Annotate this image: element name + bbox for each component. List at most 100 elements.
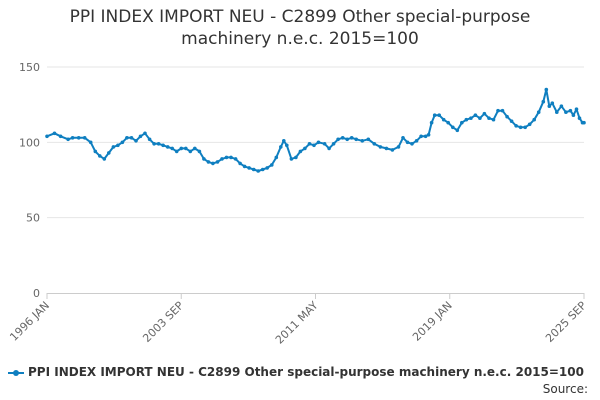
data-point[interactable] bbox=[559, 104, 564, 108]
data-point[interactable] bbox=[547, 104, 552, 108]
data-point[interactable] bbox=[496, 108, 500, 113]
data-point[interactable] bbox=[282, 139, 286, 143]
data-point[interactable] bbox=[401, 136, 405, 140]
data-point[interactable] bbox=[410, 142, 414, 146]
data-point[interactable] bbox=[233, 157, 238, 161]
data-point[interactable] bbox=[437, 113, 442, 117]
data-point[interactable] bbox=[229, 155, 233, 160]
data-point[interactable] bbox=[555, 110, 559, 114]
data-point[interactable] bbox=[256, 169, 261, 173]
data-point[interactable] bbox=[316, 140, 321, 145]
data-point[interactable] bbox=[405, 140, 410, 145]
data-point[interactable] bbox=[349, 136, 354, 140]
data-point[interactable] bbox=[429, 120, 434, 125]
data-point[interactable] bbox=[307, 142, 312, 146]
data-point[interactable] bbox=[527, 122, 532, 127]
data-point[interactable] bbox=[384, 146, 389, 151]
data-point[interactable] bbox=[441, 117, 446, 122]
data-point[interactable] bbox=[446, 120, 451, 125]
data-point[interactable] bbox=[88, 140, 93, 145]
data-point[interactable] bbox=[544, 87, 549, 92]
data-point[interactable] bbox=[138, 134, 143, 139]
data-point[interactable] bbox=[161, 143, 165, 148]
data-point[interactable] bbox=[523, 125, 527, 130]
data-point[interactable] bbox=[571, 113, 576, 117]
data-point[interactable] bbox=[52, 131, 57, 136]
data-point[interactable] bbox=[312, 143, 316, 148]
data-point[interactable] bbox=[58, 134, 63, 139]
data-point[interactable] bbox=[414, 139, 419, 143]
data-point[interactable] bbox=[66, 137, 70, 142]
data-point[interactable] bbox=[298, 149, 303, 154]
data-point[interactable] bbox=[419, 134, 423, 139]
data-point[interactable] bbox=[111, 145, 116, 149]
data-point[interactable] bbox=[289, 157, 294, 161]
data-point[interactable] bbox=[134, 139, 138, 143]
data-point[interactable] bbox=[147, 137, 152, 142]
data-point[interactable] bbox=[107, 151, 111, 155]
data-point[interactable] bbox=[322, 142, 327, 146]
data-point[interactable] bbox=[509, 119, 514, 123]
data-point[interactable] bbox=[536, 110, 541, 114]
data-point[interactable] bbox=[206, 160, 211, 164]
data-point[interactable] bbox=[482, 111, 487, 116]
data-point[interactable] bbox=[220, 157, 224, 161]
data-point[interactable] bbox=[93, 149, 98, 154]
data-point[interactable] bbox=[564, 110, 568, 114]
data-point[interactable] bbox=[360, 139, 365, 143]
data-point[interactable] bbox=[532, 117, 536, 122]
data-point[interactable] bbox=[423, 134, 428, 139]
data-point[interactable] bbox=[514, 124, 518, 128]
data-point[interactable] bbox=[574, 107, 579, 111]
data-point[interactable] bbox=[473, 113, 478, 117]
data-point[interactable] bbox=[285, 143, 289, 148]
data-point[interactable] bbox=[156, 142, 161, 146]
data-point[interactable] bbox=[116, 143, 120, 148]
data-point[interactable] bbox=[120, 140, 125, 145]
data-point[interactable] bbox=[211, 161, 215, 166]
data-point[interactable] bbox=[70, 136, 75, 140]
data-point[interactable] bbox=[45, 134, 49, 139]
data-point[interactable] bbox=[260, 167, 265, 172]
data-point[interactable] bbox=[345, 137, 350, 142]
data-point[interactable] bbox=[270, 163, 274, 167]
data-point[interactable] bbox=[505, 114, 509, 119]
data-point[interactable] bbox=[469, 116, 473, 120]
data-point[interactable] bbox=[165, 145, 170, 149]
data-point[interactable] bbox=[174, 149, 179, 154]
data-point[interactable] bbox=[478, 116, 482, 120]
legend[interactable]: PPI INDEX IMPORT NEU - C2899 Other speci… bbox=[8, 365, 584, 379]
data-point[interactable] bbox=[215, 160, 220, 164]
data-point[interactable] bbox=[396, 145, 401, 149]
data-point[interactable] bbox=[274, 155, 279, 160]
data-point[interactable] bbox=[500, 108, 505, 113]
data-point[interactable] bbox=[143, 131, 147, 136]
data-point[interactable] bbox=[193, 146, 197, 151]
data-point[interactable] bbox=[294, 155, 298, 160]
data-point[interactable] bbox=[455, 128, 460, 133]
data-point[interactable] bbox=[125, 136, 129, 140]
data-point[interactable] bbox=[460, 120, 464, 125]
data-point[interactable] bbox=[491, 117, 496, 122]
data-point[interactable] bbox=[152, 142, 156, 146]
data-point[interactable] bbox=[202, 157, 206, 161]
data-point[interactable] bbox=[242, 164, 247, 169]
data-point[interactable] bbox=[354, 137, 359, 142]
data-point[interactable] bbox=[451, 125, 455, 130]
data-point[interactable] bbox=[184, 146, 188, 151]
data-point[interactable] bbox=[518, 125, 523, 130]
data-point[interactable] bbox=[179, 146, 184, 151]
data-point[interactable] bbox=[577, 116, 582, 120]
data-point[interactable] bbox=[331, 142, 336, 146]
data-point[interactable] bbox=[372, 142, 377, 146]
data-point[interactable] bbox=[247, 166, 251, 170]
data-point[interactable] bbox=[582, 120, 586, 125]
data-point[interactable] bbox=[327, 146, 331, 151]
data-point[interactable] bbox=[197, 149, 202, 154]
data-point[interactable] bbox=[550, 101, 555, 105]
data-point[interactable] bbox=[340, 136, 345, 140]
data-point[interactable] bbox=[188, 149, 193, 154]
data-point[interactable] bbox=[487, 116, 491, 120]
data-point[interactable] bbox=[170, 146, 174, 151]
data-point[interactable] bbox=[238, 161, 242, 166]
